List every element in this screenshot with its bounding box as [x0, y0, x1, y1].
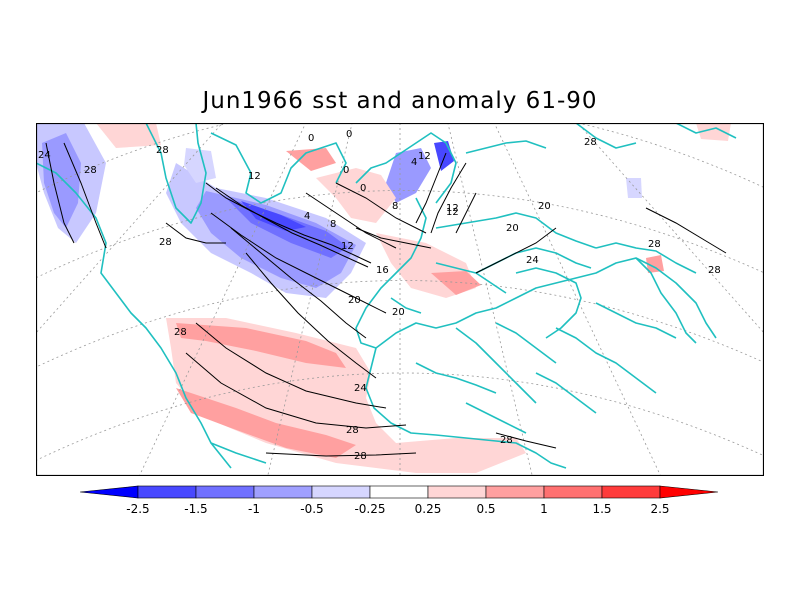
contour-label: 28 [174, 327, 187, 338]
contour-label: 16 [376, 265, 389, 276]
contour-label: 0 [343, 165, 349, 176]
contour-label: 20 [392, 307, 405, 318]
contour-label: 0 [308, 133, 314, 144]
positive-anomaly-region [176, 388, 356, 458]
map-title: Jun1966 sst and anomaly 61-90 [202, 88, 598, 114]
contour-label: 28 [584, 137, 597, 148]
negative-anomaly-region [626, 178, 642, 198]
colorbar-segment [369, 485, 429, 499]
contour-label: 12 [446, 207, 459, 218]
contour-labels: 24 28 28 28 28 28 28 28 28 28 28 24 24 2… [38, 129, 721, 462]
colorbar-tick-label: -2.5 [126, 502, 149, 516]
negative-anomaly-region [434, 141, 454, 171]
colorbar-segment [485, 485, 545, 499]
colorbar-segment [601, 485, 661, 499]
contour-label: 0 [360, 183, 366, 194]
contour-label: 24 [354, 383, 367, 394]
colorbar-tick-label: 1 [540, 502, 548, 516]
map-frame: 24 28 28 28 28 28 28 28 28 28 28 24 24 2… [36, 123, 764, 476]
colorbar-tick-label: 0.25 [415, 502, 442, 516]
negative-anomaly-region [184, 148, 216, 183]
contour-label: 12 [446, 203, 459, 214]
contour-label: 12 [418, 151, 431, 162]
colorbar-tick-label: 1.5 [592, 502, 611, 516]
contour-label: 28 [84, 165, 97, 176]
colorbar-fills [80, 485, 719, 499]
colorbar-tick-label: -0.5 [300, 502, 323, 516]
contour-label: 28 [156, 145, 169, 156]
contour-label: 4 [304, 211, 310, 222]
colorbar-tick-label: 0.5 [476, 502, 495, 516]
contour-label: 28 [159, 237, 172, 248]
negative-anomaly-region [196, 191, 356, 288]
positive-anomaly-region [96, 123, 161, 148]
contour-label: 20 [348, 295, 361, 306]
contour-label: 28 [500, 435, 513, 446]
colorbar-tick-label: -0.25 [354, 502, 385, 516]
contour-label: 8 [392, 201, 398, 212]
positive-anomaly-region [646, 255, 664, 273]
negative-anomaly-region [241, 201, 306, 231]
colorbar-tick-label: -1 [248, 502, 260, 516]
colorbar: -2.5 -1.5 -1 -0.5 -0.25 0.25 0.5 1 1.5 2… [80, 485, 719, 516]
colorbar-segment [659, 485, 719, 499]
contour-label: 0 [346, 129, 352, 140]
contour-label: 12 [341, 241, 354, 252]
contour-label: 20 [538, 201, 551, 212]
contour-label: 24 [38, 150, 51, 161]
colorbar-segment [195, 485, 255, 499]
contour-label: 28 [346, 425, 359, 436]
positive-anomaly-region [316, 168, 396, 223]
sst-contours [45, 142, 727, 457]
colorbar-segment [253, 485, 313, 499]
contour-label: 28 [648, 239, 661, 250]
coastlines [36, 123, 737, 469]
contour-label: 24 [526, 255, 539, 266]
contour-label: 4 [411, 157, 417, 168]
colorbar-tick-label: -1.5 [184, 502, 207, 516]
positive-anomaly-region [696, 123, 731, 141]
positive-anomaly-region [431, 271, 481, 295]
colorbar-segment [427, 485, 487, 499]
colorbar-ticks: -2.5 -1.5 -1 -0.5 -0.25 0.25 0.5 1 1.5 2… [126, 502, 669, 516]
map-border [36, 123, 764, 476]
colorbar-segment [80, 485, 139, 499]
colorbar-segment [311, 485, 371, 499]
colorbar-segment [137, 485, 197, 499]
graticule [36, 123, 764, 476]
contour-label: 12 [248, 171, 261, 182]
contour-label: 20 [506, 223, 519, 234]
anomaly-positive-shading [96, 123, 731, 473]
colorbar-segment [543, 485, 603, 499]
positive-anomaly-region [176, 323, 346, 368]
contour-label: 28 [708, 265, 721, 276]
colorbar-tick-label: 2.5 [650, 502, 669, 516]
contour-label: 28 [354, 451, 367, 462]
positive-anomaly-region [286, 148, 336, 171]
negative-anomaly-region [386, 148, 431, 203]
contour-label: 8 [330, 219, 336, 230]
